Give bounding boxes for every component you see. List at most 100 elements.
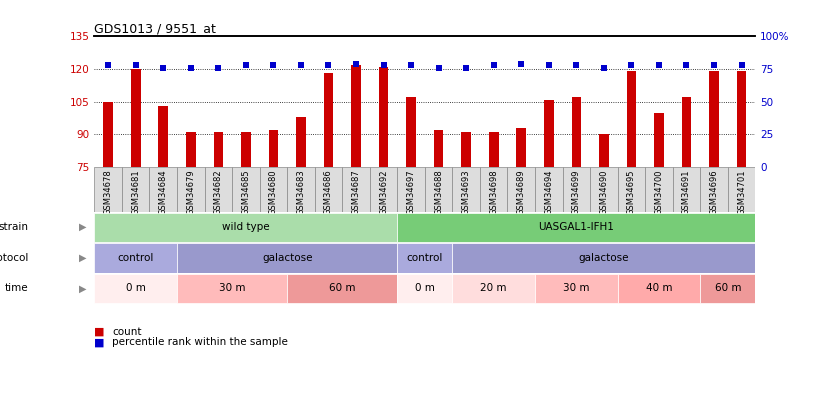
Bar xyxy=(654,113,663,167)
Text: 60 m: 60 m xyxy=(714,284,741,294)
Bar xyxy=(186,132,195,167)
Text: ▶: ▶ xyxy=(79,253,86,263)
Point xyxy=(487,62,500,68)
Bar xyxy=(727,167,755,212)
Bar xyxy=(158,106,168,167)
Bar xyxy=(232,167,259,212)
Point xyxy=(267,62,280,68)
Bar xyxy=(480,167,507,212)
Text: UASGAL1-IFH1: UASGAL1-IFH1 xyxy=(539,222,614,232)
Bar xyxy=(94,243,177,273)
Point xyxy=(102,62,115,68)
Bar xyxy=(378,67,388,167)
Text: GSM34691: GSM34691 xyxy=(682,169,691,215)
Bar xyxy=(204,167,232,212)
Bar xyxy=(626,71,636,167)
Bar xyxy=(617,167,645,212)
Text: ■: ■ xyxy=(94,327,105,337)
Bar xyxy=(488,132,498,167)
Bar xyxy=(544,100,553,167)
Bar xyxy=(103,102,113,167)
Bar xyxy=(425,167,452,212)
Bar xyxy=(94,274,177,303)
Text: GSM34681: GSM34681 xyxy=(131,169,140,215)
Bar xyxy=(287,274,397,303)
Text: GSM34696: GSM34696 xyxy=(709,169,718,215)
Text: 40 m: 40 m xyxy=(645,284,672,294)
Text: GSM34689: GSM34689 xyxy=(516,169,525,215)
Bar xyxy=(433,130,443,167)
Bar xyxy=(700,274,755,303)
Bar xyxy=(599,134,608,167)
Text: GDS1013 / 9551_at: GDS1013 / 9551_at xyxy=(94,22,216,35)
Bar xyxy=(177,167,204,212)
Bar xyxy=(516,128,526,167)
Bar xyxy=(397,274,452,303)
Text: 30 m: 30 m xyxy=(563,284,589,294)
Text: galactose: galactose xyxy=(579,253,629,263)
Bar xyxy=(617,274,700,303)
Text: GSM34685: GSM34685 xyxy=(241,169,250,215)
Bar xyxy=(287,167,314,212)
Bar xyxy=(507,167,535,212)
Bar xyxy=(94,167,122,212)
Bar xyxy=(213,132,223,167)
Bar xyxy=(369,167,397,212)
Point xyxy=(708,62,721,68)
Text: 30 m: 30 m xyxy=(219,284,245,294)
Text: GSM34697: GSM34697 xyxy=(406,169,415,215)
Point xyxy=(129,62,142,68)
Bar xyxy=(397,213,755,242)
Text: GSM34692: GSM34692 xyxy=(379,169,388,215)
Point xyxy=(295,62,308,68)
Text: wild type: wild type xyxy=(222,222,269,232)
Text: GSM34679: GSM34679 xyxy=(186,169,195,215)
Text: count: count xyxy=(112,327,142,337)
Text: ▶: ▶ xyxy=(79,284,86,294)
Bar xyxy=(177,274,287,303)
Bar xyxy=(397,243,452,273)
Text: percentile rank within the sample: percentile rank within the sample xyxy=(112,337,288,347)
Bar xyxy=(681,97,691,167)
Bar xyxy=(562,167,590,212)
Text: GSM34695: GSM34695 xyxy=(627,169,636,215)
Bar xyxy=(268,130,278,167)
Point xyxy=(212,64,225,71)
Text: strain: strain xyxy=(0,222,29,232)
Text: control: control xyxy=(117,253,154,263)
Bar xyxy=(709,71,719,167)
Text: GSM34678: GSM34678 xyxy=(103,169,112,215)
Point xyxy=(625,62,638,68)
Text: growth protocol: growth protocol xyxy=(0,253,29,263)
Point xyxy=(239,62,252,68)
Bar xyxy=(259,167,287,212)
Point xyxy=(460,64,473,71)
Point xyxy=(322,62,335,68)
Text: GSM34688: GSM34688 xyxy=(434,169,443,215)
Text: 0 m: 0 m xyxy=(126,284,145,294)
Bar xyxy=(645,167,672,212)
Bar xyxy=(461,132,471,167)
Text: GSM34694: GSM34694 xyxy=(544,169,553,215)
Point xyxy=(515,61,528,67)
Text: GSM34700: GSM34700 xyxy=(654,169,663,215)
Bar xyxy=(177,243,397,273)
Bar xyxy=(314,167,342,212)
Text: GSM34684: GSM34684 xyxy=(158,169,167,215)
Bar xyxy=(406,97,416,167)
Point xyxy=(653,62,666,68)
Text: 20 m: 20 m xyxy=(480,284,507,294)
Text: GSM34687: GSM34687 xyxy=(351,169,360,215)
Bar xyxy=(122,167,149,212)
Bar xyxy=(535,274,617,303)
Bar xyxy=(241,132,250,167)
Bar xyxy=(571,97,581,167)
Bar xyxy=(94,213,397,242)
Text: GSM34698: GSM34698 xyxy=(489,169,498,215)
Bar xyxy=(149,167,177,212)
Text: galactose: galactose xyxy=(262,253,313,263)
Point xyxy=(542,62,555,68)
Bar xyxy=(452,167,480,212)
Point xyxy=(598,64,611,71)
Text: 60 m: 60 m xyxy=(329,284,355,294)
